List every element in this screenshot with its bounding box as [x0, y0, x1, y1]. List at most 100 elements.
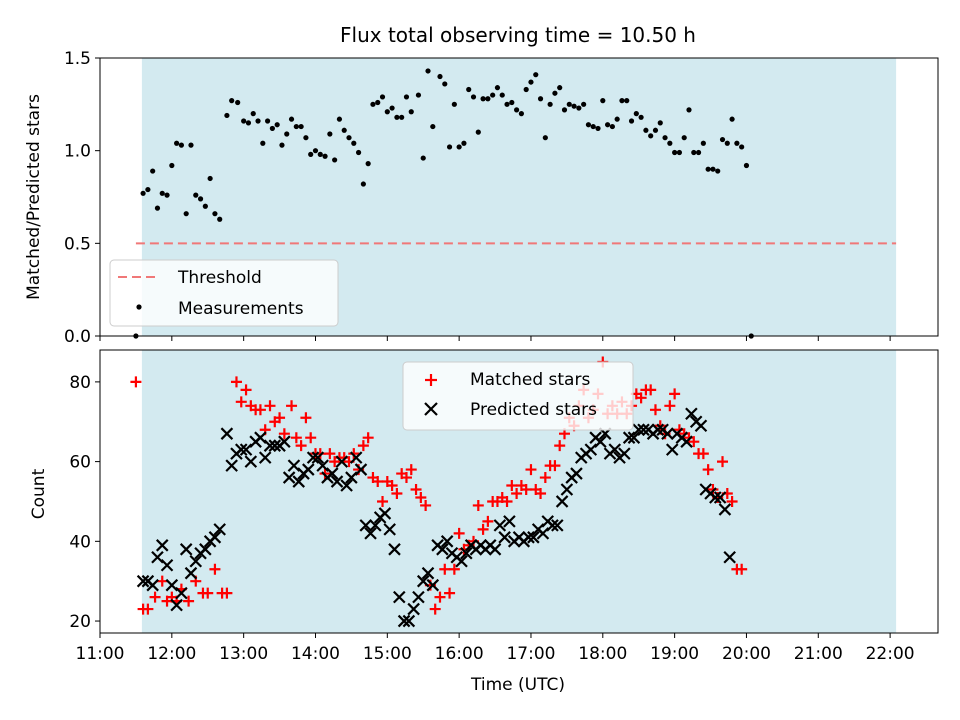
predicted-star-point — [213, 523, 226, 536]
measurement-point — [456, 144, 462, 150]
predicted-star-point — [287, 459, 301, 472]
predicted-star-point — [608, 443, 622, 456]
measurement-point — [681, 135, 687, 141]
measurement-point — [169, 162, 175, 169]
predicted-star-point — [455, 554, 468, 568]
predicted-star-point — [651, 423, 665, 436]
measurement-point — [446, 144, 453, 150]
measurement-point — [408, 109, 414, 115]
measurement-point — [303, 135, 309, 141]
measurement-point — [394, 114, 400, 120]
legend-measurements-swatch — [136, 304, 142, 310]
measurement-point — [197, 196, 204, 202]
bottom-xtick-label: 13:00 — [219, 644, 268, 664]
matched-star-point — [149, 591, 161, 603]
matched-star-point — [348, 448, 360, 460]
measurement-point — [322, 153, 328, 159]
measurement-point — [379, 94, 386, 100]
predicted-star-point — [282, 471, 296, 484]
bottom-xtick-label: 17:00 — [506, 644, 555, 664]
measurement-point — [174, 140, 180, 146]
matched-star-point — [645, 384, 657, 396]
legend-matched-label: Matched stars — [470, 370, 590, 390]
measurement-point — [370, 101, 376, 107]
matched-star-point — [357, 440, 369, 452]
matched-star-point — [372, 476, 384, 488]
matched-star-point — [717, 456, 729, 468]
measurement-point — [188, 142, 194, 148]
legend-matched-swatch — [425, 374, 437, 386]
predicted-star-point — [208, 531, 222, 544]
measurement-point — [657, 120, 663, 126]
predicted-star-point — [460, 547, 473, 560]
matched-star-point — [295, 440, 307, 452]
measurement-point — [145, 186, 151, 193]
predicted-star-point — [311, 451, 325, 464]
predicted-star-point — [325, 467, 339, 480]
predicted-star-point — [364, 527, 377, 540]
predicted-star-point — [151, 550, 164, 564]
predicted-star-point — [179, 543, 193, 556]
matched-star-point — [319, 468, 331, 480]
matched-star-point — [221, 587, 233, 599]
matched-star-point — [688, 436, 700, 448]
legend-predicted-swatch — [424, 402, 438, 416]
matched-star-point — [156, 575, 168, 587]
matched-star-point — [386, 480, 398, 492]
matched-star-point — [535, 487, 547, 499]
predicted-star-point — [359, 519, 373, 532]
matched-star-point — [290, 432, 302, 444]
measurement-point — [571, 103, 577, 109]
measurement-point — [490, 92, 496, 98]
bottom-ytick-label: 20 — [69, 612, 91, 632]
top-legend-box — [109, 259, 339, 327]
measurement-point — [676, 149, 683, 156]
measurement-point — [724, 140, 730, 146]
predicted-star-point — [570, 467, 583, 480]
matched-star-point — [525, 464, 537, 476]
predicted-star-point — [522, 531, 535, 544]
measurement-point — [638, 114, 644, 120]
predicted-star-point — [165, 578, 179, 592]
predicted-star-point — [503, 515, 516, 528]
measurement-point — [265, 118, 271, 124]
measurement-point — [485, 96, 491, 102]
measurement-point — [212, 211, 218, 217]
measurement-point — [609, 123, 615, 130]
bottom-xtick-label: 12:00 — [147, 644, 196, 664]
measurement-point — [461, 140, 467, 146]
predicted-star-point — [680, 435, 693, 448]
matched-star-point — [410, 484, 422, 496]
matched-star-point — [477, 523, 489, 535]
measurement-point — [274, 122, 280, 128]
matched-star-point — [649, 404, 661, 416]
bottom-xtick-label: 16:00 — [435, 644, 484, 664]
measurement-point — [509, 99, 515, 106]
bottom-ylabel: Count — [29, 468, 49, 519]
top-ytick-label: 1.0 — [64, 142, 91, 162]
predicted-star-point — [723, 550, 736, 564]
measurement-point — [284, 131, 290, 137]
measurement-point — [351, 140, 357, 146]
predicted-star-point — [622, 431, 636, 444]
predicted-star-point — [340, 479, 353, 492]
predicted-star-point — [234, 443, 248, 456]
matched-star-point — [539, 472, 551, 484]
measurement-point — [739, 144, 745, 150]
measurement-point — [159, 190, 165, 196]
predicted-star-point — [440, 535, 454, 548]
bottom-ytick-label: 60 — [69, 453, 91, 473]
measurement-point — [686, 107, 692, 113]
predicted-star-point — [378, 507, 392, 520]
predicted-star-point — [292, 475, 306, 488]
bottom-ytick-label: 40 — [69, 532, 91, 552]
measurement-point — [164, 192, 170, 198]
matched-star-point — [635, 392, 647, 404]
measurement-point — [667, 140, 673, 146]
top-panel: Flux total observing time = 10.50 h 0.00… — [24, 23, 939, 347]
predicted-star-point — [637, 423, 650, 436]
predicted-star-point — [278, 435, 291, 448]
predicted-star-point — [160, 558, 174, 572]
predicted-star-point — [665, 443, 679, 456]
matched-star-point — [324, 448, 336, 460]
